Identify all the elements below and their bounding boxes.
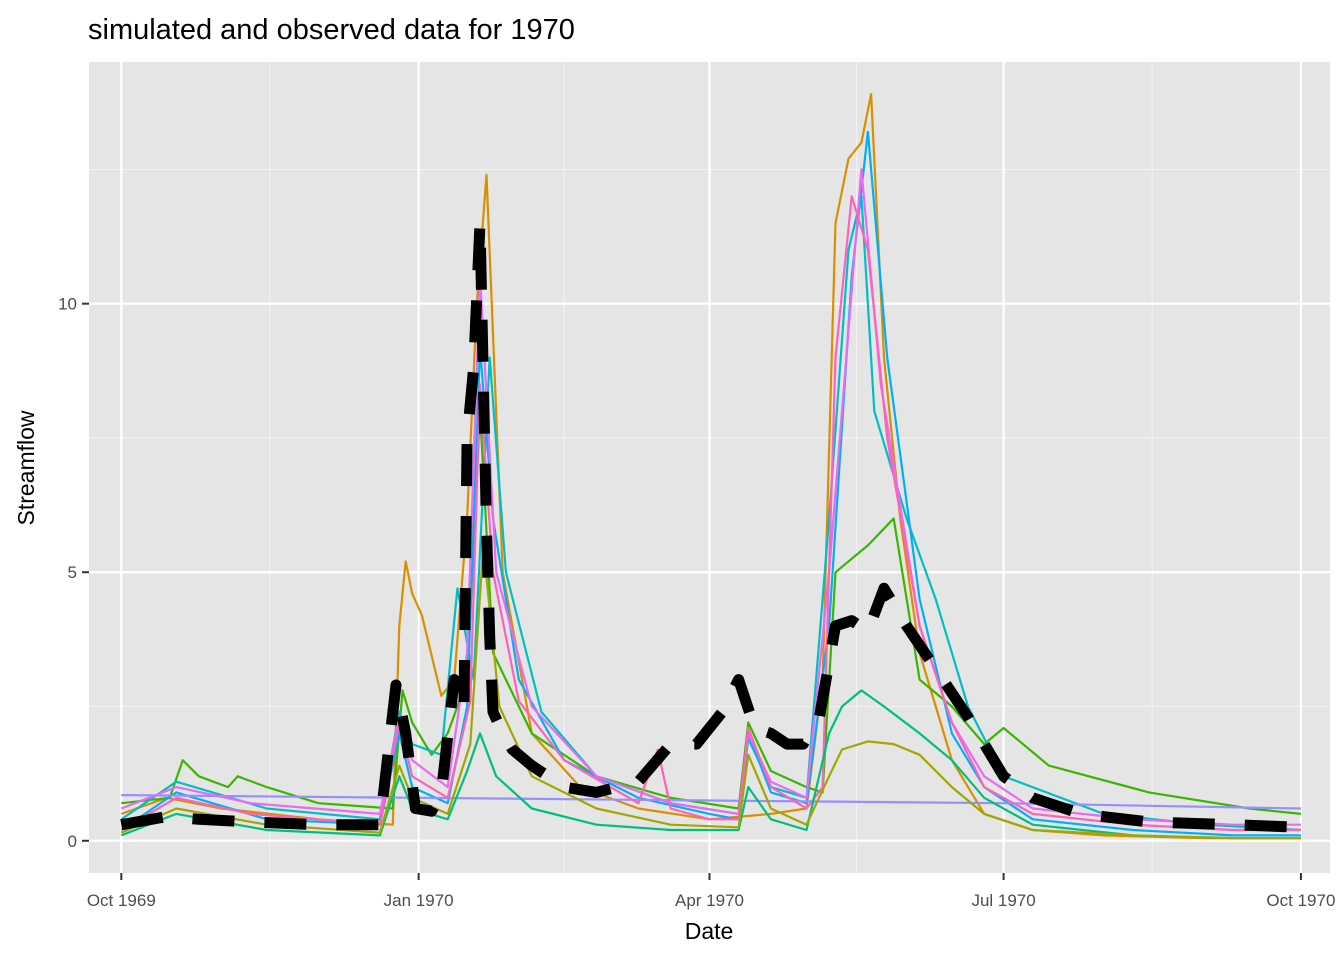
chart-title: simulated and observed data for 1970 (88, 14, 575, 46)
x-tick-label: Oct 1970 (1266, 891, 1335, 910)
x-tick-label: Jan 1970 (384, 891, 454, 910)
x-tick-label: Oct 1969 (87, 891, 156, 910)
y-tick-label: 5 (68, 563, 77, 582)
x-axis-title: Date (685, 918, 734, 944)
x-tick-label: Apr 1970 (675, 891, 744, 910)
y-tick-label: 10 (58, 295, 77, 314)
simulated-series-line (120, 544, 1301, 840)
x-axis-ticks: Oct 1969 Jan 1970 Apr 1970 Jul 1970 Oct 1970 (87, 873, 1335, 910)
grid-lines (89, 62, 1330, 873)
y-axis-ticks: 0 5 10 (58, 295, 89, 851)
simulated-series-line (120, 689, 1301, 840)
observed-series-line (120, 217, 1302, 833)
y-axis-title: Streamflow (13, 410, 39, 525)
x-tick-label: Jul 1970 (971, 891, 1035, 910)
series-layer (120, 93, 1302, 840)
simulated-series-line (120, 195, 1301, 832)
simulated-series-line (121, 794, 1301, 810)
y-tick-label: 0 (68, 832, 77, 851)
